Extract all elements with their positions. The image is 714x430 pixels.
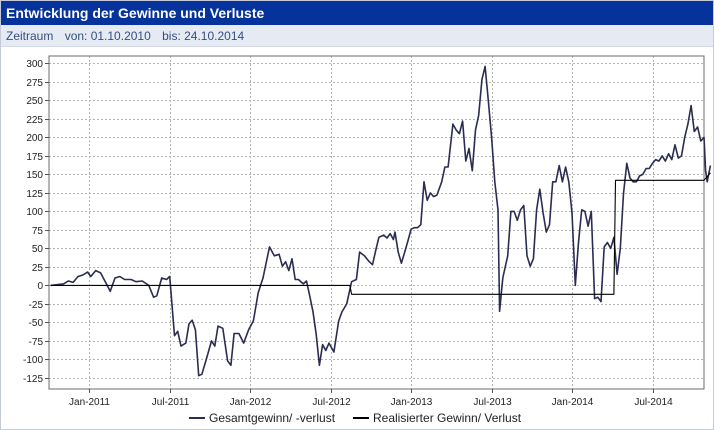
- x-axis: Jan-2011 Jul-2011 Jan-2012 Jul-2012 Jan-2013…: [69, 389, 673, 408]
- x-tick-label: Jan-2012: [230, 397, 272, 408]
- y-tick-label: 75: [32, 226, 44, 237]
- y-tick-label: 100: [26, 207, 43, 218]
- x-tick-label: Jan-2014: [552, 397, 594, 408]
- y-tick-label: 275: [26, 78, 43, 89]
- grid-lines: [49, 56, 704, 389]
- y-tick-label: -100: [23, 355, 43, 366]
- y-tick-label: 250: [26, 96, 43, 107]
- y-tick-label: 25: [32, 263, 44, 274]
- x-tick-label: Jul-2011: [152, 397, 190, 408]
- period-to: bis: 24.10.2014: [162, 29, 245, 43]
- x-tick-label: Jul-2012: [312, 397, 351, 408]
- y-tick-label: -25: [29, 300, 44, 311]
- y-tick-label: 200: [26, 133, 43, 144]
- x-tick-label: Jul-2014: [634, 397, 673, 408]
- legend-label-realisiert: Realisierter Gewinn/ Verlust: [373, 411, 522, 425]
- y-tick-label: -75: [29, 337, 44, 348]
- legend-label-gesamt: Gesamtgewinn/ -verlust: [209, 411, 336, 425]
- legend-item-gesamt: Gesamtgewinn/ -verlust: [189, 409, 335, 427]
- legend-item-realisiert: Realisierter Gewinn/ Verlust: [353, 409, 521, 427]
- y-tick-label: -125: [23, 374, 43, 385]
- profit-loss-chart: 3002752502252001751501251007550250-25-50…: [23, 55, 712, 408]
- y-tick-label: 175: [26, 152, 43, 163]
- legend-swatch-realisiert: [353, 417, 369, 419]
- y-tick-label: 300: [26, 59, 43, 70]
- legend-swatch-gesamt: [189, 417, 205, 419]
- y-tick-label: 125: [26, 189, 43, 200]
- x-tick-label: Jan-2013: [391, 397, 433, 408]
- x-tick-label: Jan-2011: [69, 397, 110, 408]
- series-line-gesamt: [50, 65, 712, 377]
- y-tick-label: 225: [26, 115, 43, 126]
- period-label: Zeitraum: [6, 29, 54, 43]
- y-tick-label: 50: [32, 244, 44, 255]
- series-line-realisiert: [50, 172, 711, 295]
- y-tick-label: -50: [29, 318, 44, 329]
- y-axis: 3002752502252001751501251007550250-25-50…: [23, 59, 49, 385]
- x-tick-label: Jul-2013: [473, 397, 512, 408]
- plot-area: [48, 55, 705, 390]
- legend: Gesamtgewinn/ -verlust Realisierter Gewi…: [1, 409, 713, 427]
- y-tick-label: 150: [26, 170, 43, 181]
- y-tick-label: 0: [37, 281, 43, 292]
- series-group: [50, 65, 712, 377]
- period-from: von: 01.10.2010: [64, 29, 151, 43]
- widget-title: Entwicklung der Gewinne und Verluste: [1, 1, 713, 25]
- period-bar: Zeitraum von: 01.10.2010 bis: 24.10.2014: [1, 25, 713, 47]
